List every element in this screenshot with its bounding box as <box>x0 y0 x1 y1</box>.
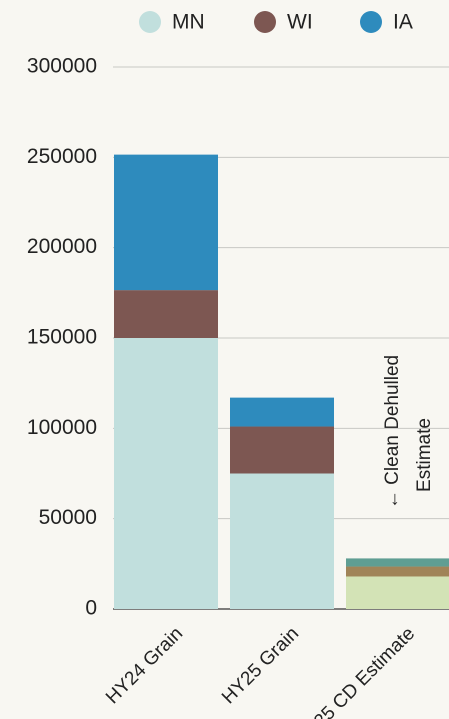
x-tick-label: HY25 CD Estimate <box>291 623 419 719</box>
legend-label: IA <box>393 11 413 34</box>
bar-segment <box>346 558 449 567</box>
bar-segment <box>114 338 218 609</box>
bar-segment <box>230 426 334 474</box>
bar-segment <box>114 154 218 291</box>
bar-segment <box>346 566 449 577</box>
y-tick-label: 100000 <box>27 416 97 439</box>
legend-swatch <box>139 11 161 33</box>
annotation: Estimate <box>414 418 435 492</box>
legend-swatch <box>360 11 382 33</box>
y-tick-label: 150000 <box>27 326 97 349</box>
y-tick-label: 250000 <box>27 145 97 168</box>
bar-segment <box>114 290 218 338</box>
legend-label: MN <box>172 11 205 34</box>
legend-swatch <box>254 11 276 33</box>
x-tick-label: HY24 Grain <box>102 623 187 708</box>
y-tick-label: 50000 <box>39 506 97 529</box>
legend-label: WI <box>287 11 313 34</box>
bar-segment <box>230 473 334 609</box>
bar-segment <box>346 576 449 609</box>
bar-segment <box>230 397 334 427</box>
annotation: ← Clean Dehulled <box>382 355 403 509</box>
x-tick-label: HY25 Grain <box>218 623 303 708</box>
y-tick-label: 300000 <box>27 55 97 78</box>
y-tick-label: 0 <box>85 597 97 620</box>
y-tick-label: 200000 <box>27 235 97 258</box>
